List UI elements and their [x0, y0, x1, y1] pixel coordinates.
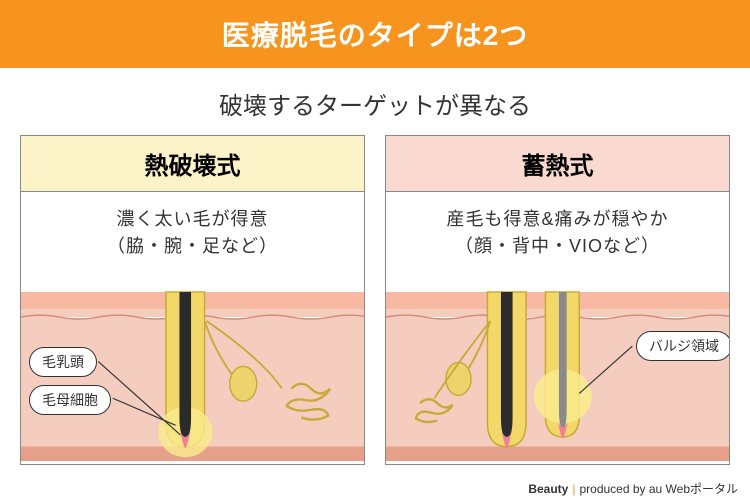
label-papilla: 毛乳頭	[29, 347, 97, 377]
footer-brand: Beauty	[528, 482, 568, 496]
skin-diagram-right	[386, 289, 729, 464]
subtitle: 破壊するターゲットが異なる	[0, 86, 750, 121]
panel-left-desc: 濃く太い毛が得意 （脇・腕・足など）	[21, 192, 364, 274]
panel-right-desc: 産毛も得意&痛みが穏やか （顔・背中・VIOなど）	[386, 192, 729, 274]
label-matrix: 毛母細胞	[29, 385, 111, 415]
footer-rest: produced by au Webポータル	[579, 482, 738, 496]
footer-credit: Beauty | produced by au Webポータル	[528, 480, 738, 497]
panel-right-header: 蓄熱式	[386, 136, 729, 192]
diagram-right: バルジ領域	[386, 289, 729, 464]
panel-right-desc1: 産毛も得意&痛みが穏やか	[386, 206, 729, 233]
panel-left: 熱破壊式 濃く太い毛が得意 （脇・腕・足など）	[20, 135, 365, 465]
panel-left-desc2: （脇・腕・足など）	[21, 233, 364, 260]
panel-left-header: 熱破壊式	[21, 136, 364, 192]
panel-right: 蓄熱式 産毛も得意&痛みが穏やか （顔・背中・VIOなど）	[385, 135, 730, 465]
header-title: 医療脱毛のタイプは2つ	[222, 20, 529, 51]
panels-container: 熱破壊式 濃く太い毛が得意 （脇・腕・足など）	[0, 135, 750, 465]
panel-left-desc1: 濃く太い毛が得意	[21, 206, 364, 233]
diagram-left: 毛乳頭 毛母細胞	[21, 289, 364, 464]
header-banner: 医療脱毛のタイプは2つ	[0, 0, 750, 68]
panel-right-desc2: （顔・背中・VIOなど）	[386, 233, 729, 260]
footer-sep: |	[572, 482, 575, 496]
label-bulge: バルジ領域	[636, 331, 730, 361]
